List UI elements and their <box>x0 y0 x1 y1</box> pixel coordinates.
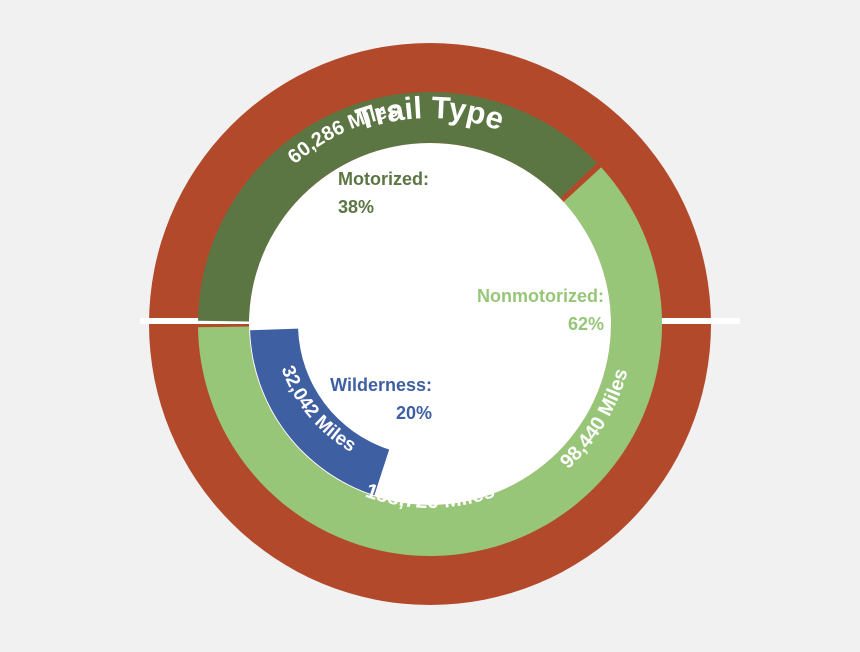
wilderness-percent-label: 20% <box>396 403 432 423</box>
segment-motorized <box>198 91 598 322</box>
center-disc <box>249 143 611 505</box>
motorized-percent-label: 38% <box>338 197 374 217</box>
segment-wilderness <box>250 328 390 496</box>
motorized-name-label: Motorized: <box>338 169 429 189</box>
segment-nonmotorized <box>198 167 662 557</box>
wilderness-name-label: Wilderness: <box>330 375 432 395</box>
nonmotorized-percent-label: 62% <box>568 314 604 334</box>
nonmotorized-name-label: Nonmotorized: <box>477 286 604 306</box>
